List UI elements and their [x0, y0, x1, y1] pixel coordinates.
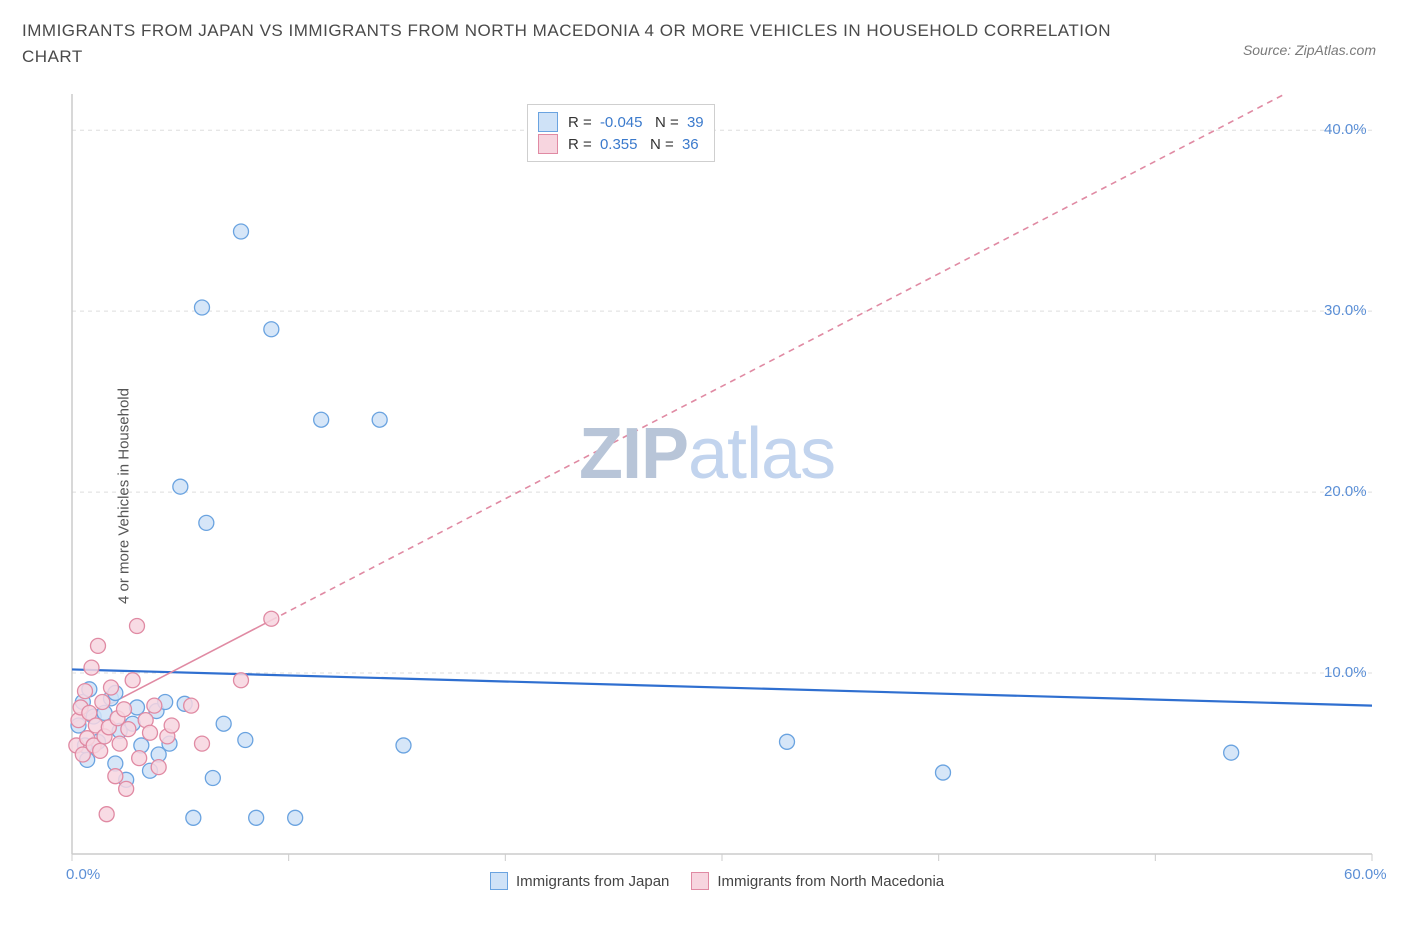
chart-container: 4 or more Vehicles in Household ZIPatlas…	[22, 86, 1384, 906]
legend-statistics: R = -0.045 N = 39 R = 0.355 N = 36	[527, 104, 715, 162]
x-tick-label: 60.0%	[1344, 866, 1387, 883]
legend-stat-row: R = -0.045 N = 39	[538, 112, 704, 132]
y-axis-label: 4 or more Vehicles in Household	[115, 388, 132, 604]
legend-series: Immigrants from Japan Immigrants from Nor…	[490, 872, 944, 890]
chart-title: IMMIGRANTS FROM JAPAN VS IMMIGRANTS FROM…	[22, 18, 1152, 69]
y-tick-label: 40.0%	[1324, 121, 1367, 138]
scatter-chart	[22, 86, 1384, 894]
legend-swatch	[538, 134, 558, 154]
legend-stat-row: R = 0.355 N = 36	[538, 134, 704, 154]
legend-series-label: Immigrants from Japan	[516, 873, 669, 890]
legend-stat-text: R = 0.355 N = 36	[568, 136, 699, 153]
legend-series-item: Immigrants from Japan	[490, 872, 669, 890]
y-tick-label: 20.0%	[1324, 483, 1367, 500]
legend-series-label: Immigrants from North Macedonia	[717, 873, 944, 890]
x-tick-label: 0.0%	[66, 866, 100, 883]
y-tick-label: 10.0%	[1324, 664, 1367, 681]
legend-swatch	[691, 872, 709, 890]
legend-swatch	[538, 112, 558, 132]
legend-stat-text: R = -0.045 N = 39	[568, 114, 704, 131]
source-label: Source: ZipAtlas.com	[1243, 42, 1376, 58]
y-tick-label: 30.0%	[1324, 302, 1367, 319]
legend-series-item: Immigrants from North Macedonia	[691, 872, 944, 890]
legend-swatch	[490, 872, 508, 890]
